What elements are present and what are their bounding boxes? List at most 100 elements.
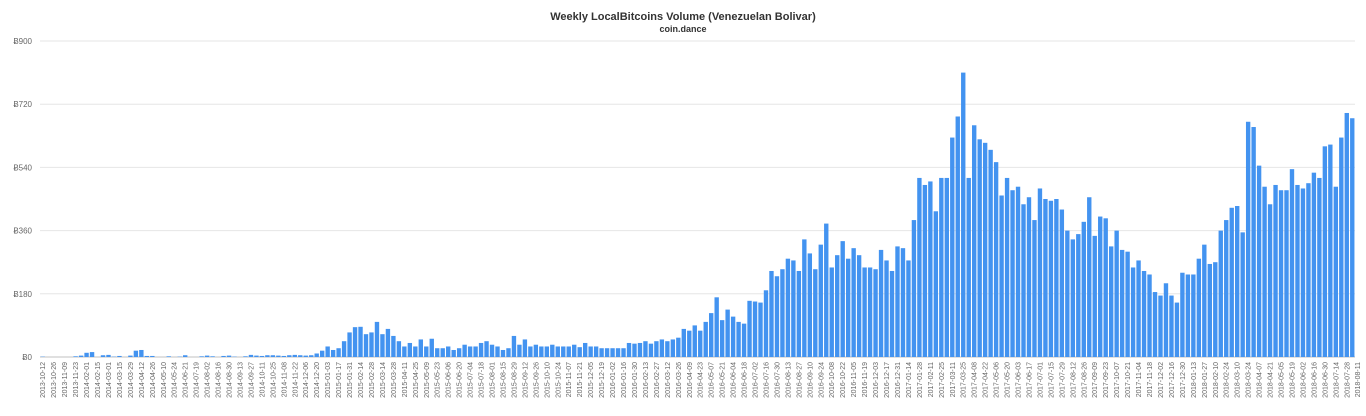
bar[interactable] bbox=[588, 346, 593, 357]
bar[interactable] bbox=[862, 267, 867, 357]
bar[interactable] bbox=[1185, 274, 1191, 357]
bar[interactable] bbox=[325, 346, 330, 357]
bar[interactable] bbox=[599, 348, 604, 357]
bar[interactable] bbox=[1076, 234, 1081, 357]
bar[interactable] bbox=[747, 300, 752, 357]
bar[interactable] bbox=[906, 260, 911, 357]
bar[interactable] bbox=[703, 321, 708, 357]
bar[interactable] bbox=[670, 339, 676, 357]
bar[interactable] bbox=[780, 269, 785, 357]
bar[interactable] bbox=[385, 328, 391, 357]
bar[interactable] bbox=[643, 341, 648, 357]
bar[interactable] bbox=[298, 355, 303, 357]
bar[interactable] bbox=[484, 341, 489, 357]
bar[interactable] bbox=[183, 355, 188, 357]
bar[interactable] bbox=[128, 355, 133, 357]
bar[interactable] bbox=[221, 355, 226, 357]
bar[interactable] bbox=[363, 334, 369, 357]
bar[interactable] bbox=[867, 267, 873, 357]
bar[interactable] bbox=[500, 349, 506, 357]
bar[interactable] bbox=[1333, 186, 1339, 357]
bar[interactable] bbox=[117, 355, 122, 357]
bar[interactable] bbox=[402, 346, 407, 357]
bar[interactable] bbox=[972, 125, 977, 358]
bar[interactable] bbox=[435, 348, 440, 357]
bar[interactable] bbox=[1245, 121, 1251, 357]
bar[interactable] bbox=[276, 355, 281, 357]
bar[interactable] bbox=[544, 346, 550, 357]
bar[interactable] bbox=[763, 290, 769, 357]
bar[interactable] bbox=[1037, 188, 1043, 357]
bar[interactable] bbox=[1136, 260, 1141, 357]
bar[interactable] bbox=[1108, 246, 1114, 357]
bar[interactable] bbox=[467, 346, 473, 357]
bar[interactable] bbox=[243, 356, 248, 357]
bar[interactable] bbox=[610, 348, 615, 357]
bar[interactable] bbox=[1026, 197, 1032, 357]
bar[interactable] bbox=[473, 346, 478, 357]
bar[interactable] bbox=[873, 269, 878, 357]
bar[interactable] bbox=[100, 355, 106, 357]
bar[interactable] bbox=[1004, 177, 1010, 357]
bar[interactable] bbox=[511, 335, 517, 357]
bar[interactable] bbox=[1191, 274, 1196, 357]
bar[interactable] bbox=[774, 276, 780, 357]
bar[interactable] bbox=[955, 116, 960, 358]
bar[interactable] bbox=[539, 346, 544, 357]
bar[interactable] bbox=[1213, 262, 1218, 357]
bar[interactable] bbox=[1339, 137, 1344, 357]
bar[interactable] bbox=[813, 269, 818, 357]
bar[interactable] bbox=[495, 346, 500, 357]
bar[interactable] bbox=[982, 142, 988, 357]
bar[interactable] bbox=[1015, 186, 1021, 357]
bar[interactable] bbox=[259, 355, 265, 357]
bar[interactable] bbox=[933, 211, 939, 357]
bar[interactable] bbox=[84, 352, 89, 357]
bar[interactable] bbox=[462, 344, 467, 357]
bar[interactable] bbox=[911, 220, 917, 357]
bar[interactable] bbox=[133, 350, 139, 357]
bar[interactable] bbox=[424, 346, 429, 357]
bar[interactable] bbox=[150, 355, 155, 357]
bar[interactable] bbox=[166, 356, 171, 357]
bar[interactable] bbox=[347, 332, 352, 357]
bar[interactable] bbox=[659, 339, 665, 357]
bar[interactable] bbox=[889, 270, 895, 357]
bar[interactable] bbox=[210, 356, 215, 357]
bar[interactable] bbox=[845, 258, 851, 357]
bar[interactable] bbox=[1032, 220, 1037, 357]
bar[interactable] bbox=[824, 223, 829, 357]
bar[interactable] bbox=[878, 249, 884, 357]
bar[interactable] bbox=[626, 342, 632, 357]
bar[interactable] bbox=[506, 348, 511, 357]
bar[interactable] bbox=[835, 255, 840, 357]
bar[interactable] bbox=[1224, 220, 1229, 357]
bar[interactable] bbox=[791, 260, 796, 357]
bar[interactable] bbox=[396, 341, 402, 357]
bar[interactable] bbox=[489, 344, 495, 357]
bar[interactable] bbox=[615, 348, 621, 357]
bar[interactable] bbox=[73, 356, 78, 357]
bar[interactable] bbox=[785, 258, 791, 357]
bar[interactable] bbox=[741, 323, 747, 357]
bar[interactable] bbox=[856, 255, 862, 357]
bar[interactable] bbox=[1169, 295, 1174, 357]
bar[interactable] bbox=[1098, 216, 1103, 357]
bar[interactable] bbox=[648, 343, 654, 357]
bar[interactable] bbox=[358, 326, 363, 357]
bar[interactable] bbox=[1311, 172, 1317, 357]
bar[interactable] bbox=[818, 244, 823, 357]
bar[interactable] bbox=[698, 330, 703, 357]
bar[interactable] bbox=[1278, 190, 1284, 357]
bar[interactable] bbox=[1267, 204, 1273, 357]
bar[interactable] bbox=[687, 330, 692, 357]
bar[interactable] bbox=[303, 355, 308, 357]
bar[interactable] bbox=[807, 253, 813, 357]
bar[interactable] bbox=[966, 177, 971, 357]
bar[interactable] bbox=[1054, 199, 1059, 357]
bar[interactable] bbox=[89, 352, 95, 357]
bar[interactable] bbox=[352, 327, 358, 357]
bar[interactable] bbox=[1207, 263, 1212, 357]
bar[interactable] bbox=[692, 325, 697, 357]
bar[interactable] bbox=[1119, 249, 1125, 357]
